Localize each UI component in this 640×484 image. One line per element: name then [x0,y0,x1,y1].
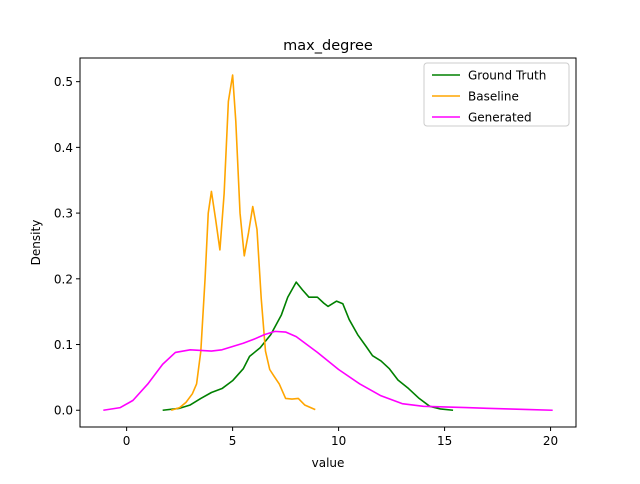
x-tick-label: 5 [229,434,237,448]
series-line-generated [103,330,553,412]
y-tick-label: 0.2 [54,272,73,286]
x-axis-label: value [312,456,345,470]
y-tick-label: 0.3 [54,207,73,221]
x-tick-label: 0 [123,434,131,448]
series-line-ground-truth [162,281,454,412]
legend-label: Ground Truth [468,69,546,83]
chart-title: max_degree [283,38,373,54]
legend-frame [423,62,570,127]
series-lines [103,74,553,412]
legend: Ground Truth Baseline Generated [423,62,570,127]
x-tick-label: 20 [543,434,558,448]
x-tick-label: 10 [331,434,346,448]
series-line-baseline [170,74,316,412]
y-tick-label: 0.4 [54,141,73,155]
y-tick-label: 0.0 [54,404,73,418]
y-axis-label: Density [29,220,43,266]
y-tick-label: 0.1 [54,338,73,352]
legend-label: Baseline [468,90,519,104]
x-tick-label: 15 [437,434,452,448]
axis-ticks: 0 5 10 15 20 0.0 0.1 0.2 0.3 0.4 0.5 [54,75,558,448]
plot-area-frame [79,57,577,428]
legend-label: Generated [468,111,532,125]
y-tick-label: 0.5 [54,75,73,89]
